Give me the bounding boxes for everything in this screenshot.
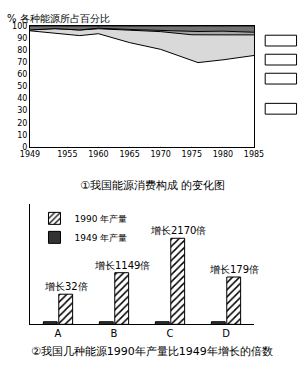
svg-text:1975: 1975 [182, 150, 202, 159]
svg-text:增长1149倍: 增长1149倍 [94, 260, 150, 271]
svg-text:1965: 1965 [119, 150, 139, 159]
svg-text:70: 70 [17, 58, 27, 67]
svg-text:C: C [167, 328, 174, 339]
svg-text:% 各种能源所占百分比: % 各种能源所占百分比 [7, 13, 110, 24]
svg-text:10: 10 [17, 131, 27, 140]
svg-text:B: B [111, 328, 118, 339]
svg-text:1955: 1955 [57, 150, 77, 159]
svg-text:增长2170倍: 增长2170倍 [150, 225, 206, 236]
svg-text:A: A [55, 328, 62, 339]
svg-text:1960: 1960 [88, 150, 108, 159]
svg-text:②我国几种能源1990年产量比1949年增长的倍数: ②我国几种能源1990年产量比1949年增长的倍数 [31, 345, 273, 358]
svg-text:0: 0 [22, 143, 27, 152]
svg-text:1949: 1949 [20, 150, 40, 159]
svg-text:30: 30 [17, 106, 27, 115]
svg-text:40: 40 [17, 94, 27, 103]
svg-text:增长179倍: 增长179倍 [209, 264, 259, 275]
svg-text:1990 年产量: 1990 年产量 [74, 214, 127, 224]
svg-text:90: 90 [17, 34, 27, 43]
svg-text:100: 100 [12, 22, 27, 31]
svg-text:1949 年产量: 1949 年产量 [74, 233, 127, 243]
svg-text:增长32倍: 增长32倍 [44, 281, 88, 292]
svg-text:20: 20 [17, 119, 27, 128]
svg-text:1985: 1985 [244, 150, 264, 159]
svg-text:1980: 1980 [213, 150, 233, 159]
svg-text:1970: 1970 [150, 150, 170, 159]
svg-text:D: D [222, 328, 230, 339]
svg-text:50: 50 [17, 82, 27, 91]
svg-text:80: 80 [17, 46, 27, 55]
svg-text:①我国能源消费构成 的变化图: ①我国能源消费构成 的变化图 [80, 179, 225, 192]
svg-text:60: 60 [17, 70, 27, 79]
